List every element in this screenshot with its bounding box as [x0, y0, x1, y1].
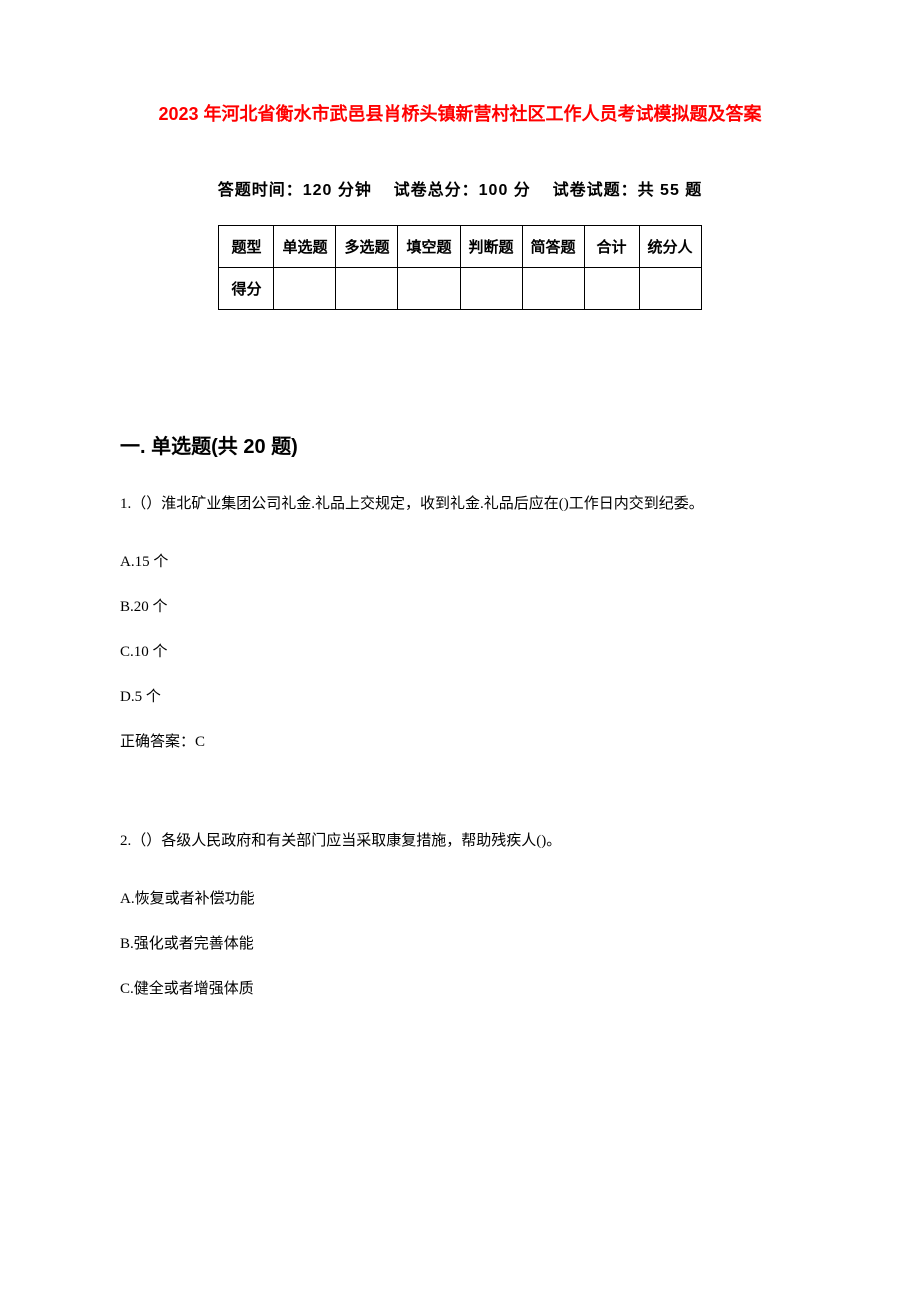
row-score-label: 得分: [219, 268, 274, 310]
score-cell: [639, 268, 701, 310]
table-score-row: 得分: [219, 268, 701, 310]
col-total: 合计: [584, 226, 639, 268]
question-1-option-a: A.15 个: [120, 549, 800, 576]
score-cell: [336, 268, 398, 310]
question-2-option-c: C.健全或者增强体质: [120, 976, 800, 1003]
time-value: 120 分钟: [303, 182, 372, 199]
score-cell: [584, 268, 639, 310]
score-cell: [460, 268, 522, 310]
score-table: 题型 单选题 多选题 填空题 判断题 简答题 合计 统分人 得分: [218, 225, 701, 310]
score-cell: [522, 268, 584, 310]
total-label: 试卷总分：: [394, 182, 479, 199]
question-2-text: 2.（）各级人民政府和有关部门应当采取康复措施，帮助残疾人()。: [120, 826, 800, 856]
question-2-option-a: A.恢复或者补偿功能: [120, 886, 800, 913]
col-short: 简答题: [522, 226, 584, 268]
table-header-row: 题型 单选题 多选题 填空题 判断题 简答题 合计 统分人: [219, 226, 701, 268]
col-single: 单选题: [274, 226, 336, 268]
score-cell: [398, 268, 460, 310]
col-multi: 多选题: [336, 226, 398, 268]
col-scorer: 统分人: [639, 226, 701, 268]
col-judge: 判断题: [460, 226, 522, 268]
count-label: 试卷试题：: [553, 182, 638, 199]
question-1-option-b: B.20 个: [120, 594, 800, 621]
time-label: 答题时间：: [218, 182, 303, 199]
col-fill: 填空题: [398, 226, 460, 268]
score-cell: [274, 268, 336, 310]
question-1-answer: 正确答案：C: [120, 729, 800, 756]
total-value: 100 分: [479, 182, 531, 199]
section-title-1: 一. 单选题(共 20 题): [120, 430, 800, 459]
col-type: 题型: [219, 226, 274, 268]
count-value: 共 55 题: [638, 182, 703, 199]
document-title: 2023 年河北省衡水市武邑县肖桥头镇新营村社区工作人员考试模拟题及答案: [120, 100, 800, 126]
question-1-option-c: C.10 个: [120, 639, 800, 666]
question-1-text: 1.（）淮北矿业集团公司礼金.礼品上交规定，收到礼金.礼品后应在()工作日内交到…: [120, 489, 800, 519]
question-2-option-b: B.强化或者完善体能: [120, 931, 800, 958]
exam-info: 答题时间：120 分钟 试卷总分：100 分 试卷试题：共 55 题: [120, 176, 800, 200]
question-1-option-d: D.5 个: [120, 684, 800, 711]
